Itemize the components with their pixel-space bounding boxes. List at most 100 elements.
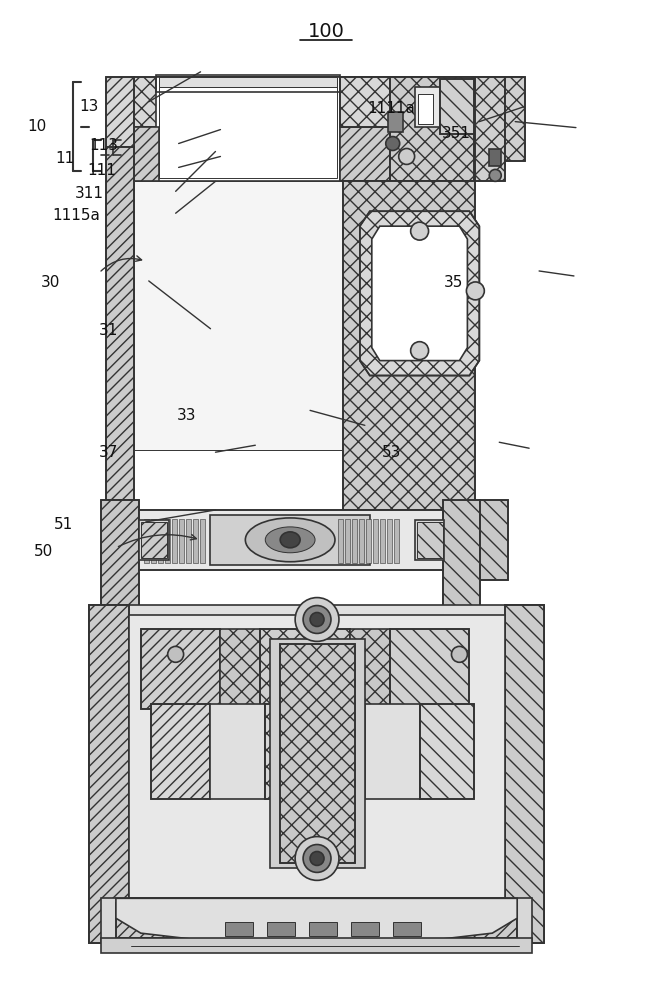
Ellipse shape: [489, 169, 502, 181]
Bar: [151, 519, 155, 563]
Ellipse shape: [310, 851, 324, 865]
Ellipse shape: [310, 613, 324, 626]
Text: 351: 351: [442, 126, 471, 141]
Ellipse shape: [303, 845, 331, 872]
Bar: [134, 181, 343, 450]
Bar: [309, 922, 337, 936]
Bar: [141, 629, 221, 709]
Text: 1115a: 1115a: [52, 208, 100, 223]
Text: 51: 51: [54, 517, 72, 532]
Bar: [159, 80, 337, 178]
Bar: [343, 181, 475, 510]
Bar: [439, 79, 474, 134]
Ellipse shape: [399, 149, 415, 164]
Ellipse shape: [451, 646, 468, 662]
Bar: [101, 898, 532, 943]
Ellipse shape: [466, 282, 485, 300]
Text: 37: 37: [99, 445, 118, 460]
Bar: [89, 605, 129, 943]
Bar: [155, 75, 340, 92]
Bar: [89, 605, 129, 943]
Ellipse shape: [295, 837, 339, 880]
Bar: [475, 77, 505, 181]
Bar: [489, 149, 502, 166]
Bar: [366, 519, 371, 563]
Bar: [158, 519, 163, 563]
Bar: [350, 629, 390, 709]
Ellipse shape: [265, 527, 315, 553]
Ellipse shape: [411, 342, 428, 360]
Bar: [131, 77, 522, 127]
Ellipse shape: [411, 222, 428, 240]
Bar: [340, 77, 390, 127]
Text: 113: 113: [89, 138, 119, 153]
Text: 1111a: 1111a: [368, 101, 415, 116]
Text: 100: 100: [308, 22, 344, 41]
Bar: [481, 500, 508, 580]
Polygon shape: [116, 898, 517, 943]
Bar: [392, 922, 421, 936]
Text: 53: 53: [382, 445, 401, 460]
Polygon shape: [372, 226, 468, 361]
Bar: [373, 519, 378, 563]
Bar: [417, 522, 443, 558]
Text: 111: 111: [88, 163, 117, 178]
Bar: [390, 629, 470, 709]
Bar: [352, 519, 357, 563]
Bar: [439, 79, 474, 134]
Ellipse shape: [303, 606, 331, 633]
Bar: [338, 519, 343, 563]
Bar: [141, 629, 221, 709]
Bar: [172, 519, 177, 563]
Bar: [89, 605, 544, 943]
Bar: [387, 519, 392, 563]
Text: 30: 30: [40, 275, 60, 290]
Bar: [210, 515, 370, 565]
Bar: [151, 704, 210, 799]
Bar: [394, 519, 399, 563]
Polygon shape: [360, 211, 479, 376]
Bar: [210, 704, 265, 799]
Bar: [505, 605, 544, 943]
Bar: [200, 519, 204, 563]
Bar: [343, 181, 475, 510]
Text: 50: 50: [34, 544, 54, 559]
Bar: [443, 500, 481, 610]
Bar: [179, 519, 183, 563]
Bar: [270, 639, 365, 868]
Bar: [261, 629, 350, 709]
Bar: [340, 77, 390, 127]
Bar: [365, 704, 420, 799]
Bar: [280, 644, 355, 863]
Bar: [505, 77, 525, 161]
Bar: [390, 77, 474, 181]
Text: 33: 33: [177, 408, 197, 423]
Ellipse shape: [168, 646, 183, 662]
Bar: [359, 519, 364, 563]
Bar: [475, 77, 505, 181]
Bar: [144, 519, 149, 563]
Bar: [415, 87, 439, 127]
Bar: [165, 519, 170, 563]
Text: 35: 35: [443, 275, 463, 290]
Bar: [221, 629, 261, 709]
Ellipse shape: [280, 532, 300, 548]
Ellipse shape: [246, 518, 335, 562]
Bar: [443, 500, 481, 610]
Bar: [101, 500, 139, 610]
Bar: [225, 922, 253, 936]
Bar: [101, 938, 532, 953]
Bar: [420, 704, 474, 799]
Bar: [185, 519, 191, 563]
Bar: [418, 94, 432, 124]
Bar: [193, 519, 198, 563]
Bar: [380, 519, 385, 563]
Bar: [505, 77, 525, 161]
Bar: [116, 903, 517, 938]
Text: 13: 13: [80, 99, 99, 114]
Bar: [101, 500, 139, 610]
Bar: [106, 77, 134, 147]
Bar: [151, 704, 210, 799]
Bar: [280, 644, 355, 863]
Bar: [106, 147, 134, 500]
